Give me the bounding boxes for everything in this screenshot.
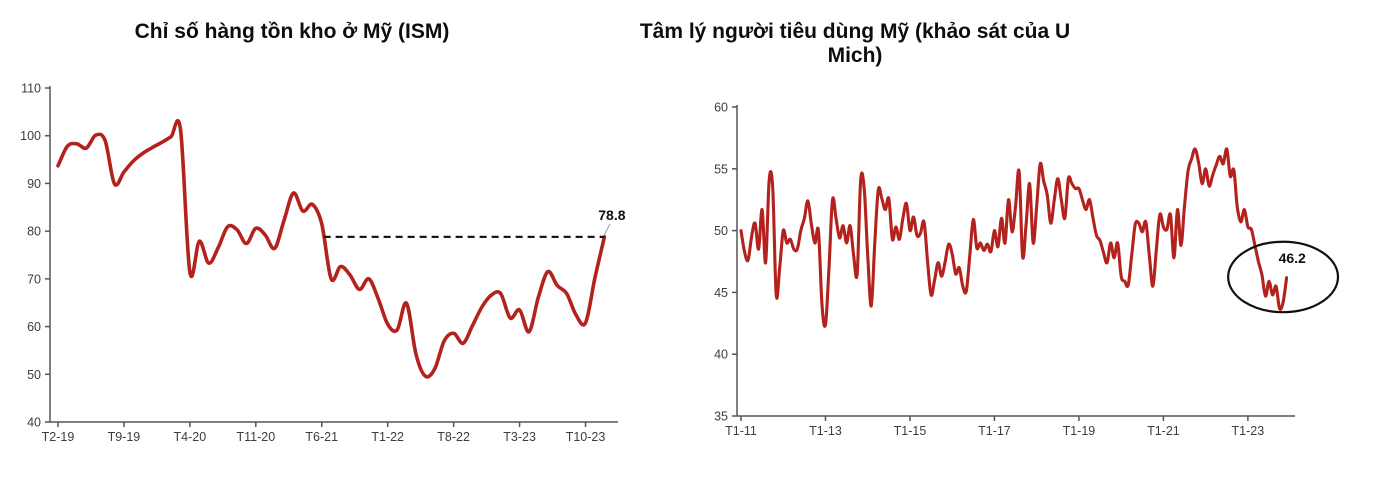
x-axis	[50, 421, 618, 427]
x-tick-label: T2-19	[42, 430, 75, 444]
label-leader-line	[603, 223, 611, 236]
right-chart-title: Tâm lý người tiêu dùng Mỹ (khảo sát của …	[639, 20, 1071, 67]
x-tick-label: T1-13	[809, 424, 842, 438]
series-line	[56, 118, 607, 379]
y-tick-label: 50	[714, 224, 728, 238]
y-tick-label: 110	[21, 82, 41, 96]
series-line	[739, 147, 1289, 328]
x-tick-label: T3-23	[503, 430, 536, 444]
x-tick-label: T1-15	[894, 424, 927, 438]
y-tick-label: 90	[27, 177, 41, 191]
y-tick-label: 55	[714, 162, 728, 176]
y-tick-label: 40	[714, 348, 728, 362]
y-tick-label: 50	[27, 368, 41, 382]
x-tick-label: T1-17	[978, 424, 1011, 438]
y-axis	[45, 86, 51, 423]
left-chart-title: Chỉ số hàng tồn kho ở Mỹ (ISM)	[134, 20, 450, 43]
x-tick-label: T9-19	[108, 430, 141, 444]
y-tick-label: 60	[714, 101, 728, 115]
y-tick-label: 80	[27, 225, 41, 239]
y-tick-label: 40	[27, 416, 41, 430]
y-tick-label: 100	[20, 129, 41, 143]
x-tick-label: T6-21	[305, 430, 338, 444]
x-tick-label: T1-21	[1147, 424, 1180, 438]
y-axis	[732, 105, 738, 417]
y-tick-label: 35	[714, 410, 728, 424]
y-tick-label: 70	[27, 272, 41, 286]
x-axis	[737, 415, 1295, 421]
x-tick-label: T8-22	[437, 430, 470, 444]
x-tick-label: T1-19	[1063, 424, 1096, 438]
y-tick-label: 45	[714, 286, 728, 300]
x-tick-label: T1-22	[371, 430, 404, 444]
x-tick-label: T1-23	[1232, 424, 1265, 438]
x-tick-label: T4-20	[174, 430, 207, 444]
x-tick-label: T10-23	[566, 430, 606, 444]
y-tick-label: 60	[27, 320, 41, 334]
last-value-label: 78.8	[598, 207, 625, 223]
x-tick-label: T11-20	[236, 430, 275, 444]
last-value-label: 46.2	[1279, 250, 1306, 266]
x-tick-label: T1-11	[725, 424, 757, 438]
highlight-ellipse	[1227, 240, 1340, 314]
